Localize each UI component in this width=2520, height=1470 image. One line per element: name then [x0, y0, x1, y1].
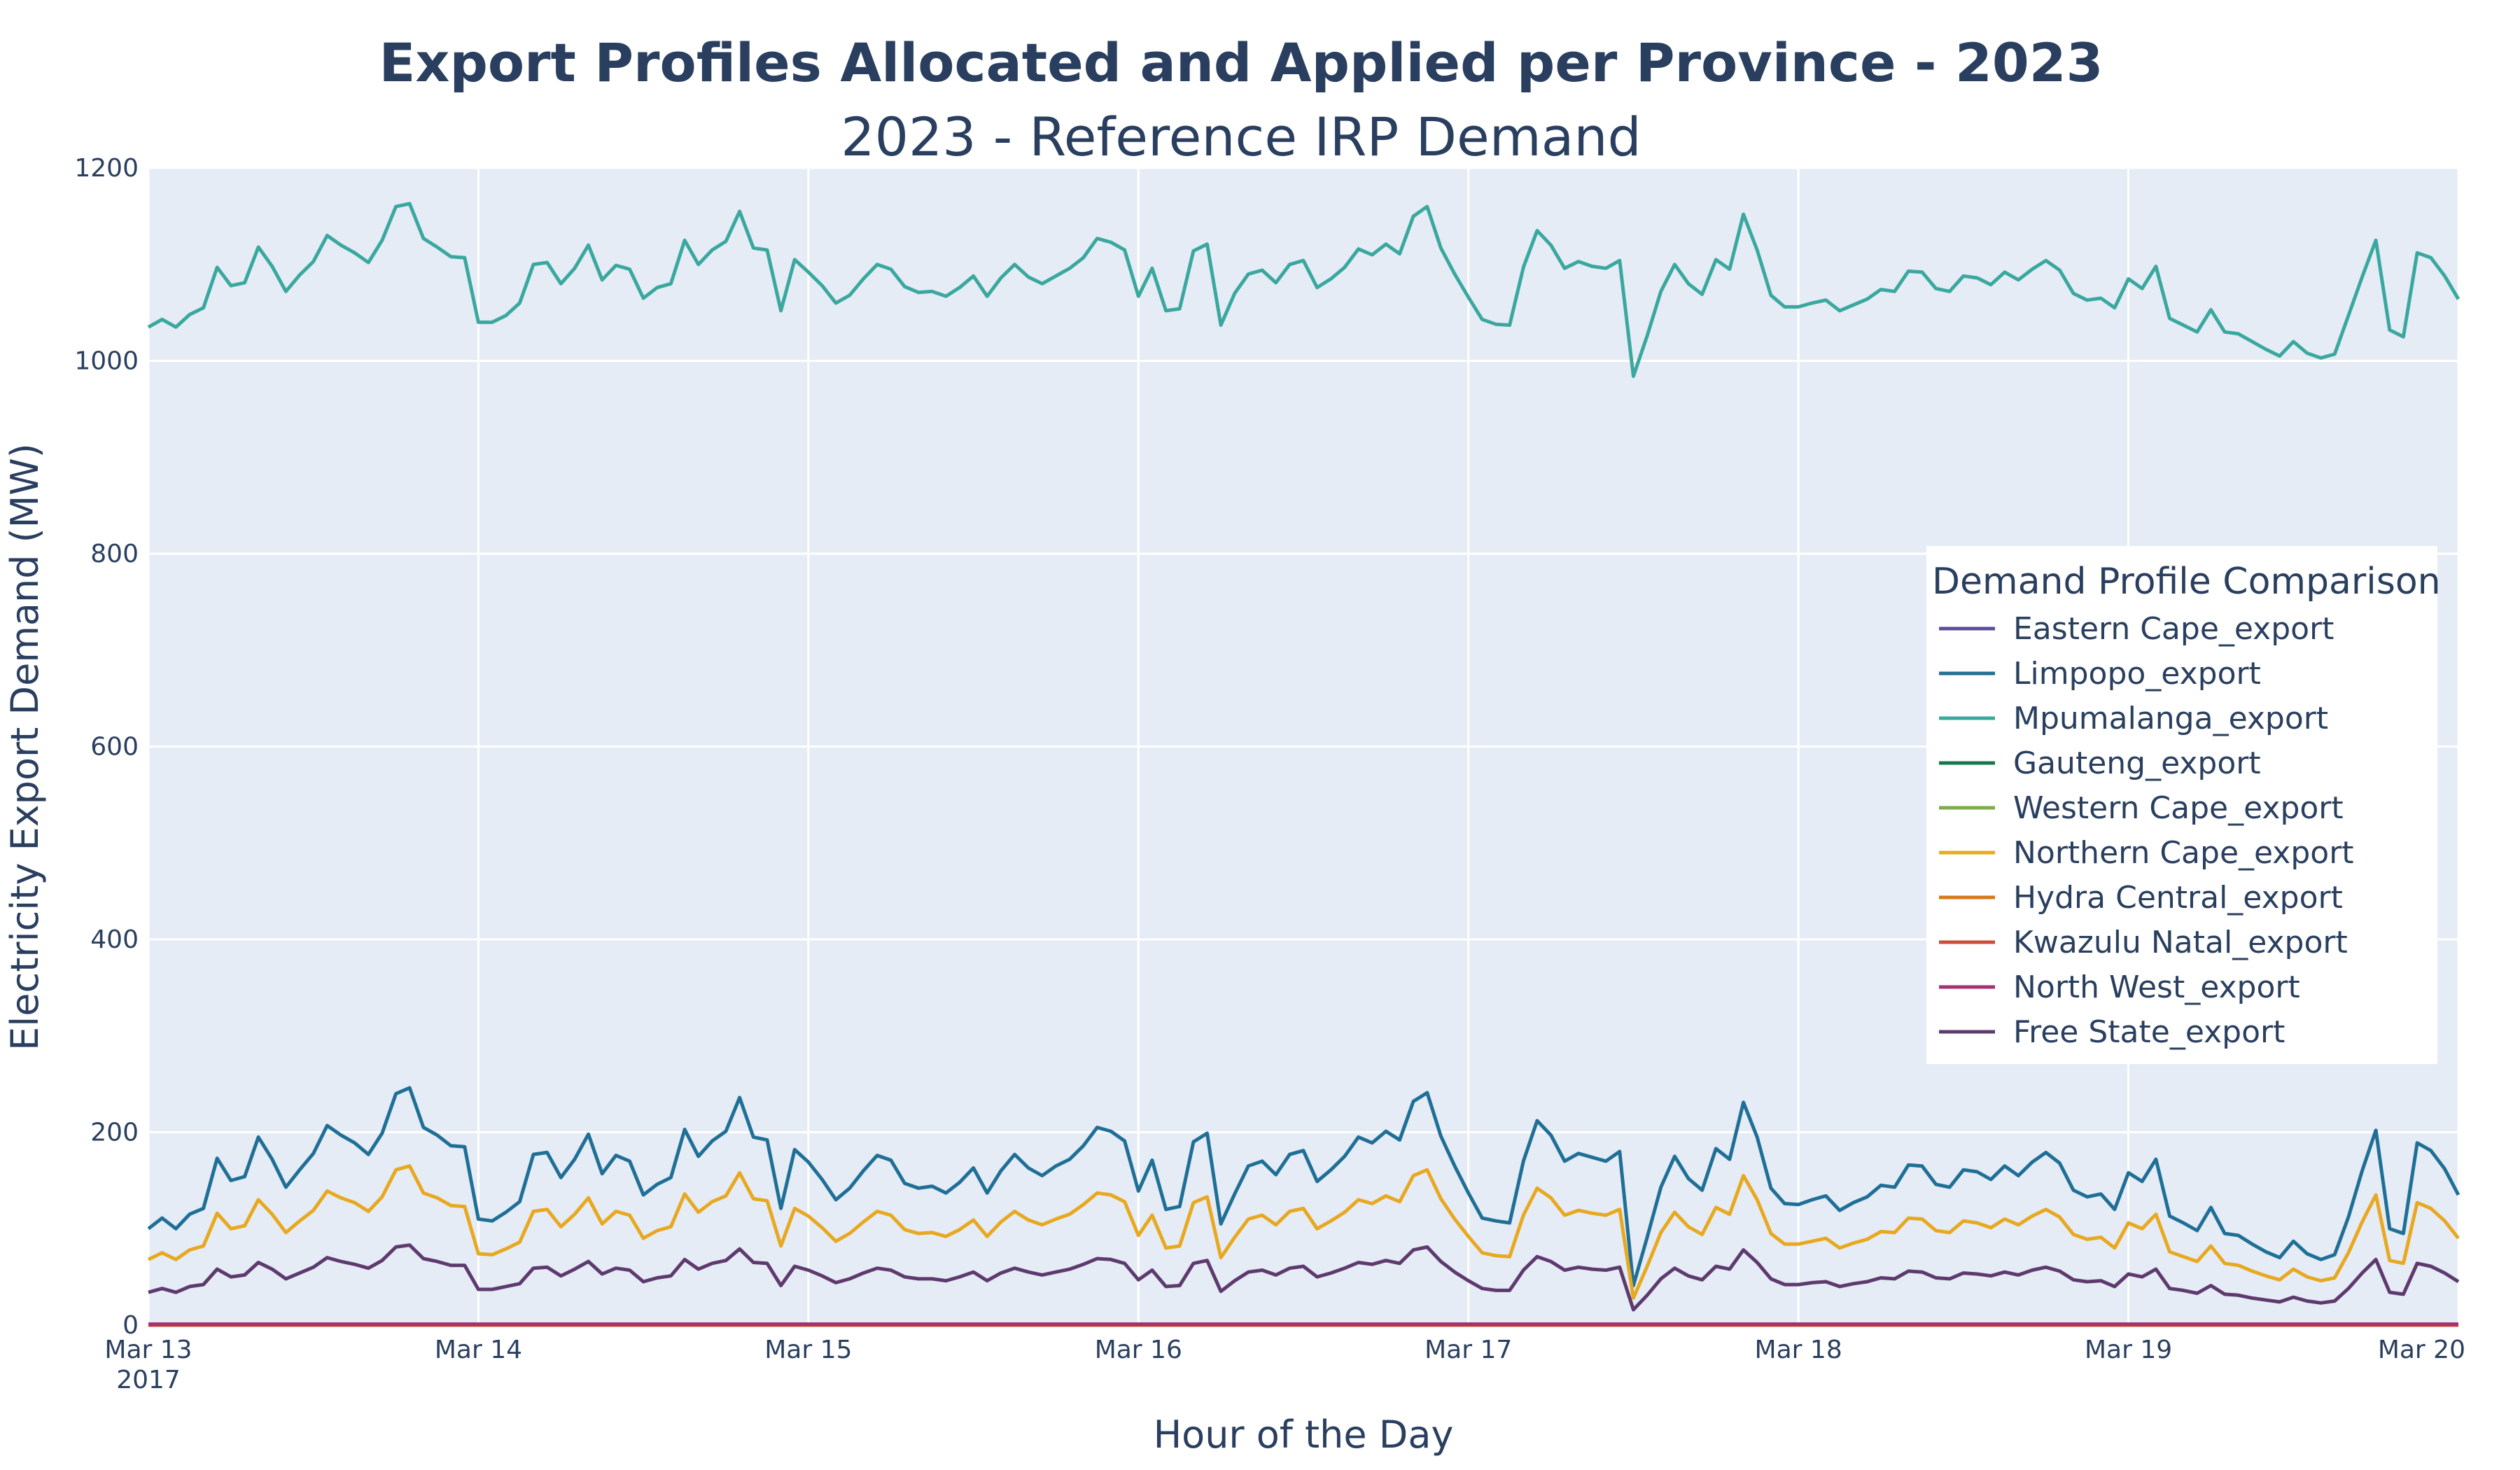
y-axis-title: Electricity Export Demand (MW): [3, 443, 47, 1051]
y-tick-label: 1000: [74, 347, 139, 376]
x-tick-label: Mar 14: [435, 1336, 522, 1364]
chart-subtitle: 2023 - Reference IRP Demand: [841, 106, 1642, 168]
x-tick-label: Mar 15: [764, 1336, 852, 1364]
legend-item-label: Northern Cape_export: [2013, 835, 2354, 871]
grid-lines: [147, 167, 2460, 1326]
y-axis-ticks: 0 200 400 600 800 1000 1200: [74, 154, 139, 1340]
x-tick-label: Mar 17: [1424, 1336, 1512, 1364]
legend-item-label: North West_export: [2013, 969, 2300, 1005]
legend-item-label: Limpopo_export: [2013, 656, 2261, 692]
x-tick-year: 2017: [116, 1366, 181, 1394]
x-tick-label: Mar 13: [104, 1336, 192, 1364]
legend-background: [1926, 546, 2437, 1064]
x-tick-label: Mar 16: [1095, 1336, 1182, 1364]
series-line-northern-cape-export: [147, 1164, 2460, 1300]
legend-item-label: Gauteng_export: [2013, 746, 2261, 781]
y-tick-label: 400: [90, 925, 139, 954]
legend-item-label: Kwazulu Natal_export: [2013, 925, 2348, 960]
x-tick-label: Mar 18: [1755, 1336, 1842, 1364]
series-line-free-state-export: [148, 1243, 2460, 1312]
x-axis-title: Hour of the Day: [1154, 1413, 1454, 1457]
legend: Demand Profile Comparison Eastern Cape_e…: [1926, 546, 2441, 1064]
legend-item-label: Eastern Cape_export: [2013, 611, 2334, 647]
legend-item-label: Hydra Central_export: [2013, 880, 2343, 916]
series-line-limpopo-export: [147, 1086, 2460, 1287]
legend-title: Demand Profile Comparison: [1932, 561, 2441, 603]
legend-item-label: Free State_export: [2013, 1014, 2285, 1050]
y-tick-label: 1200: [74, 154, 139, 183]
series-lines: [147, 202, 2460, 1327]
y-tick-label: 0: [122, 1311, 139, 1340]
y-tick-label: 600: [90, 733, 139, 762]
series-line-mpumalanga-export: [147, 202, 2460, 378]
x-tick-label: Mar 19: [2085, 1336, 2172, 1364]
x-tick-label: Mar 20: [2378, 1336, 2465, 1364]
chart-title: Export Profiles Allocated and Applied pe…: [379, 31, 2104, 94]
y-tick-label: 200: [90, 1119, 139, 1147]
y-tick-label: 800: [90, 540, 139, 568]
legend-item-label: Mpumalanga_export: [2013, 701, 2328, 736]
legend-item-label: Western Cape_export: [2013, 790, 2344, 826]
